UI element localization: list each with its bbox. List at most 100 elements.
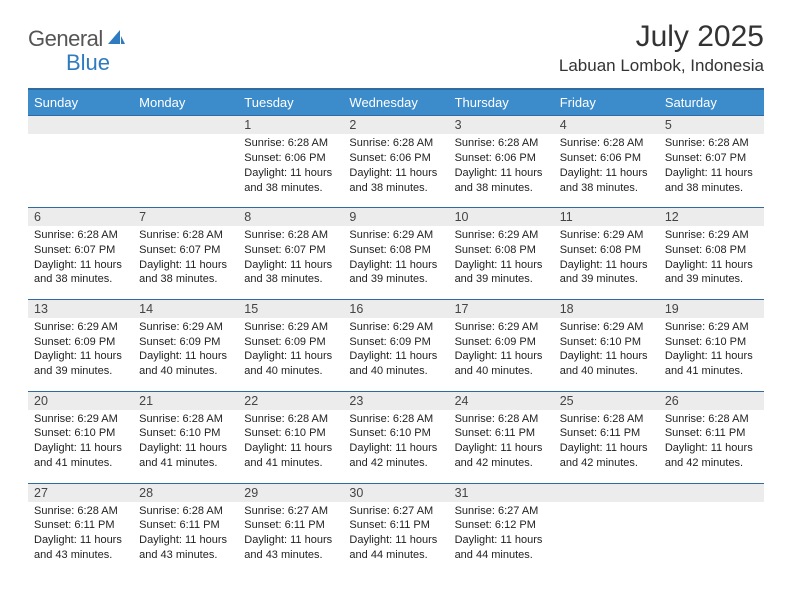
day-number-cell: 7 bbox=[133, 207, 238, 226]
sunset-line: Sunset: 6:06 PM bbox=[455, 152, 536, 164]
day-detail-cell: Sunrise: 6:29 AMSunset: 6:10 PMDaylight:… bbox=[554, 318, 659, 387]
sunrise-line: Sunrise: 6:28 AM bbox=[665, 137, 749, 149]
logo: General bbox=[28, 20, 129, 52]
daylight-line: Daylight: 11 hours and 38 minutes. bbox=[560, 167, 648, 194]
day-detail-cell bbox=[659, 502, 764, 571]
day-detail-cell: Sunrise: 6:27 AMSunset: 6:11 PMDaylight:… bbox=[238, 502, 343, 571]
sunrise-line: Sunrise: 6:28 AM bbox=[455, 137, 539, 149]
day-number-cell bbox=[28, 116, 133, 135]
daylight-line: Daylight: 11 hours and 40 minutes. bbox=[349, 350, 437, 377]
day-detail-cell bbox=[133, 134, 238, 203]
day-detail-cell: Sunrise: 6:28 AMSunset: 6:11 PMDaylight:… bbox=[659, 410, 764, 479]
sunrise-line: Sunrise: 6:28 AM bbox=[139, 505, 223, 517]
day-detail-cell: Sunrise: 6:29 AM Sunset: 6:09 PM Daylight:… bbox=[133, 318, 238, 387]
weekday-header: Thursday bbox=[449, 89, 554, 116]
sunrise-line: Sunrise: 6:29 AM bbox=[34, 413, 118, 425]
day-number-row: 2728293031 bbox=[28, 483, 764, 502]
daylight-line: Daylight: 11 hours and 41 minutes. bbox=[244, 442, 332, 469]
sail-icon bbox=[106, 28, 126, 51]
sunset-line: Sunset: 6:11 PM bbox=[139, 519, 220, 531]
sunrise-line: Sunrise: 6:29 AM bbox=[665, 229, 749, 241]
day-detail-cell: Sunrise: 6:28 AMSunset: 6:07 PMDaylight:… bbox=[238, 226, 343, 295]
logo-word-blue: Blue bbox=[66, 50, 110, 75]
day-detail-cell: Sunrise: 6:27 AMSunset: 6:11 PMDaylight:… bbox=[343, 502, 448, 571]
day-detail-cell: Sunrise: 6:29 AMSunset: 6:09 PMDaylight:… bbox=[343, 318, 448, 387]
sunset-line: Sunset: 6:11 PM bbox=[244, 519, 325, 531]
day-detail-cell: Sunrise: 6:29 AMSunset: 6:09 PMDaylight:… bbox=[28, 318, 133, 387]
sunrise-line: Sunrise: 6:28 AM bbox=[244, 229, 328, 241]
day-detail-cell: Sunrise: 6:28 AMSunset: 6:06 PMDaylight:… bbox=[238, 134, 343, 203]
day-detail-cell: Sunrise: 6:28 AMSunset: 6:10 PMDaylight:… bbox=[133, 410, 238, 479]
sunset-line: Sunset: 6:10 PM bbox=[139, 427, 220, 439]
sunset-line: Sunset: 6:07 PM bbox=[34, 244, 115, 256]
sunrise-line: Sunrise: 6:28 AM bbox=[349, 413, 433, 425]
day-detail-row: Sunrise: 6:28 AM Sunset: 6:11 PM Daylight:… bbox=[28, 502, 764, 571]
sunrise-line: Sunrise: 6:28 AM bbox=[560, 413, 644, 425]
sunrise-line: Sunrise: 6:29 AM bbox=[455, 321, 539, 333]
day-number-cell bbox=[554, 483, 659, 502]
sunset-line: Sunset: 6:11 PM bbox=[455, 427, 536, 439]
daylight-line: Daylight: 11 hours and 38 minutes. bbox=[665, 167, 753, 194]
calendar-table: SundayMondayTuesdayWednesdayThursdayFrid… bbox=[28, 88, 764, 575]
daylight-line: Daylight: 11 hours and 42 minutes. bbox=[349, 442, 437, 469]
sunrise-line: Sunrise: 6:29 AM bbox=[139, 321, 223, 333]
day-number-cell: 21 bbox=[133, 391, 238, 410]
day-detail-cell: Sunrise: 6:28 AMSunset: 6:11 PMDaylight:… bbox=[28, 502, 133, 571]
daylight-line: Daylight: 11 hours and 39 minutes. bbox=[665, 259, 753, 286]
sunset-line: Sunset: 6:10 PM bbox=[34, 427, 115, 439]
day-detail-cell: Sunrise: 6:28 AMSunset: 6:07 PMDaylight:… bbox=[133, 226, 238, 295]
sunset-line: Sunset: 6:11 PM bbox=[665, 427, 746, 439]
day-number-cell: 26 bbox=[659, 391, 764, 410]
day-number-cell: 15 bbox=[238, 299, 343, 318]
sunrise-line: Sunrise: 6:27 AM bbox=[455, 505, 539, 517]
daylight-line: Daylight: 11 hours and 42 minutes. bbox=[455, 442, 543, 469]
sunset-line: Sunset: 6:07 PM bbox=[665, 152, 746, 164]
month-title: July 2025 bbox=[559, 20, 764, 54]
daylight-line: Daylight: 11 hours and 44 minutes. bbox=[349, 534, 437, 561]
daylight-line: Daylight: 11 hours and 40 minutes. bbox=[139, 350, 227, 377]
sunset-line: Sunset: 6:10 PM bbox=[349, 427, 430, 439]
day-detail-cell: Sunrise: 6:28 AMSunset: 6:10 PMDaylight:… bbox=[238, 410, 343, 479]
sunrise-line: Sunrise: 6:29 AM bbox=[349, 229, 433, 241]
day-number-cell bbox=[659, 483, 764, 502]
day-detail-cell: Sunrise: 6:28 AMSunset: 6:07 PMDaylight:… bbox=[28, 226, 133, 295]
sunset-line: Sunset: 6:08 PM bbox=[455, 244, 536, 256]
day-detail-cell: Sunrise: 6:28 AMSunset: 6:11 PMDaylight:… bbox=[554, 410, 659, 479]
daylight-line: Daylight: 11 hours and 42 minutes. bbox=[560, 442, 648, 469]
day-detail-cell: Sunrise: 6:29 AMSunset: 6:08 PMDaylight:… bbox=[343, 226, 448, 295]
day-detail-cell: Sunrise: 6:29 AMSunset: 6:09 PMDaylight:… bbox=[449, 318, 554, 387]
sunset-line: Sunset: 6:10 PM bbox=[244, 427, 325, 439]
daylight-line: Daylight: 11 hours and 39 minutes. bbox=[455, 259, 543, 286]
day-number-cell: 4 bbox=[554, 116, 659, 135]
day-number-cell: 23 bbox=[343, 391, 448, 410]
sunset-line: Sunset: 6:11 PM bbox=[349, 519, 430, 531]
daylight-line: Daylight: 11 hours and 40 minutes. bbox=[244, 350, 332, 377]
sunrise-line: Sunrise: 6:28 AM bbox=[244, 137, 328, 149]
day-number-cell: 19 bbox=[659, 299, 764, 318]
sunset-line: Sunset: 6:08 PM bbox=[560, 244, 641, 256]
daylight-line: Daylight: 11 hours and 39 minutes. bbox=[34, 350, 122, 377]
day-number-cell: 1 bbox=[238, 116, 343, 135]
day-number-row: 13141516171819 bbox=[28, 299, 764, 318]
sunset-line: Sunset: 6:07 PM bbox=[139, 244, 220, 256]
logo-word-general: General bbox=[28, 26, 103, 52]
weekday-header: Friday bbox=[554, 89, 659, 116]
sunset-line: Sunset: 6:10 PM bbox=[560, 336, 641, 348]
day-detail-cell: Sunrise: 6:29 AMSunset: 6:08 PMDaylight:… bbox=[659, 226, 764, 295]
day-detail-row: Sunrise: 6:28 AM Sunset: 6:07 PM Daylight:… bbox=[28, 226, 764, 295]
day-detail-cell: Sunrise: 6:28 AMSunset: 6:06 PMDaylight:… bbox=[343, 134, 448, 203]
day-detail-cell: Sunrise: 6:29 AMSunset: 6:09 PMDaylight:… bbox=[238, 318, 343, 387]
sunset-line: Sunset: 6:10 PM bbox=[665, 336, 746, 348]
day-detail-cell: Sunrise: 6:29 AMSunset: 6:08 PMDaylight:… bbox=[449, 226, 554, 295]
day-number-cell: 13 bbox=[28, 299, 133, 318]
sunset-line: Sunset: 6:09 PM bbox=[139, 336, 220, 348]
day-detail-cell: Sunrise: 6:29 AMSunset: 6:08 PMDaylight:… bbox=[554, 226, 659, 295]
day-detail-row: Sunrise: 6:29 AM Sunset: 6:09 PM Daylight:… bbox=[28, 318, 764, 387]
day-detail-cell: Sunrise: 6:28 AMSunset: 6:06 PMDaylight:… bbox=[449, 134, 554, 203]
daylight-line: Daylight: 11 hours and 43 minutes. bbox=[139, 534, 227, 561]
sunset-line: Sunset: 6:09 PM bbox=[455, 336, 536, 348]
sunset-line: Sunset: 6:06 PM bbox=[349, 152, 430, 164]
sunrise-line: Sunrise: 6:29 AM bbox=[665, 321, 749, 333]
day-number-cell: 5 bbox=[659, 116, 764, 135]
daylight-line: Daylight: 11 hours and 38 minutes. bbox=[244, 167, 332, 194]
